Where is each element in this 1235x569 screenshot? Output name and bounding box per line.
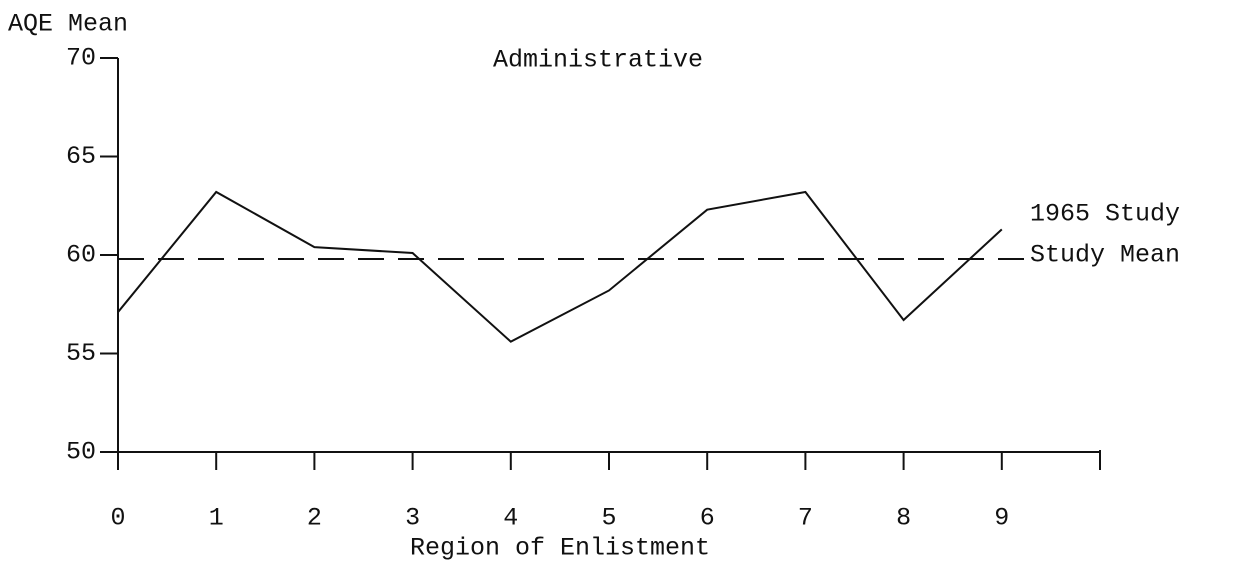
y-tick-label: 65 bbox=[66, 142, 96, 171]
y-axis-label: AQE Mean bbox=[8, 10, 128, 39]
chart-title: Administrative bbox=[493, 46, 703, 75]
x-tick-label: 2 bbox=[307, 504, 322, 533]
x-tick-label: 0 bbox=[110, 504, 125, 533]
x-axis-label: Region of Enlistment bbox=[410, 534, 710, 563]
x-tick-label: 7 bbox=[798, 504, 813, 533]
x-tick-label: 3 bbox=[405, 504, 420, 533]
x-tick-label: 6 bbox=[700, 504, 715, 533]
x-tick-label: 4 bbox=[503, 504, 518, 533]
reference-label: 1965 Study bbox=[1030, 200, 1180, 229]
x-tick-label: 5 bbox=[601, 504, 616, 533]
y-tick-label: 60 bbox=[66, 241, 96, 270]
y-tick-label: 50 bbox=[66, 438, 96, 467]
x-tick-label: 9 bbox=[994, 504, 1009, 533]
data-line bbox=[117, 190, 1003, 343]
y-tick-label: 70 bbox=[66, 44, 96, 73]
y-tick-label: 55 bbox=[66, 339, 96, 368]
x-tick-label: 8 bbox=[896, 504, 911, 533]
reference-label: Study Mean bbox=[1030, 241, 1180, 270]
x-tick-label: 1 bbox=[209, 504, 224, 533]
